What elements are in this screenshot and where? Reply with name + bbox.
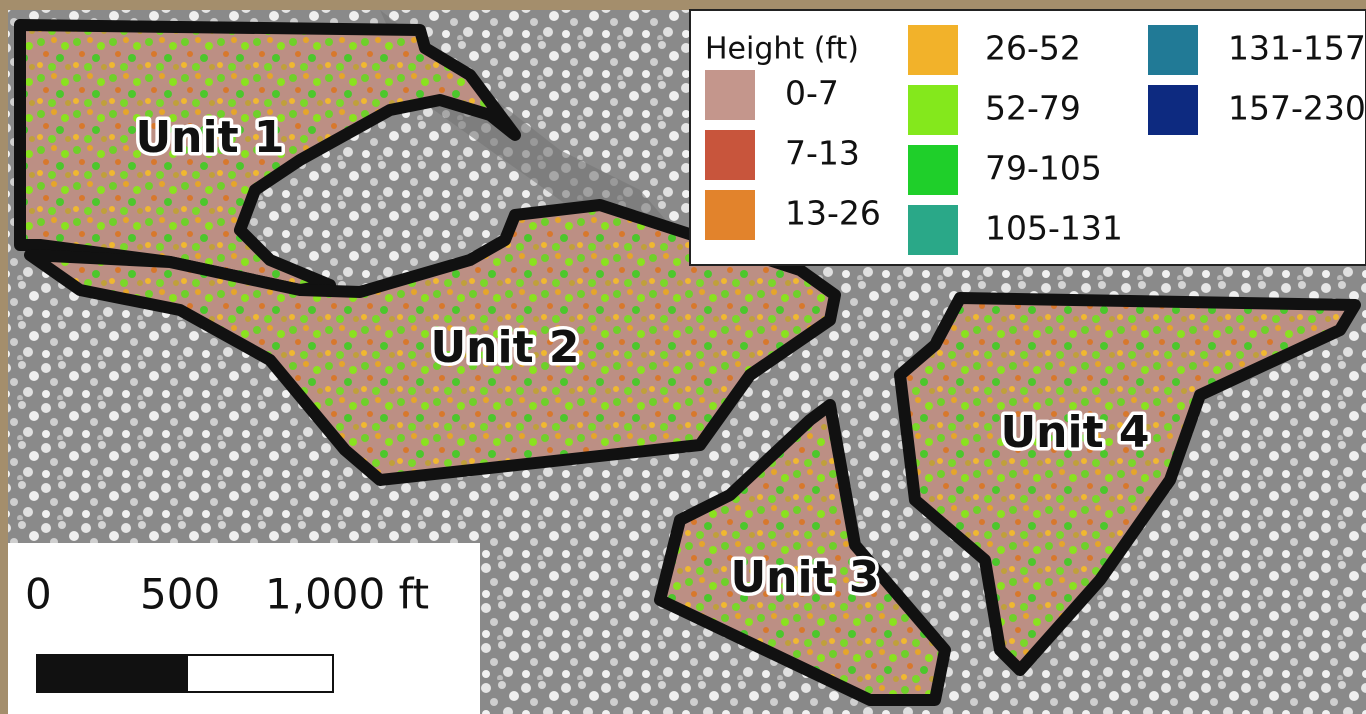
scale-label: 1,000 ft (265, 570, 429, 619)
unit-label: Unit 1 (135, 112, 284, 163)
scale-bar: 0 500 1,000 ft (25, 570, 429, 693)
legend-swatch (908, 145, 958, 195)
legend-label: 105-131 (985, 209, 1123, 248)
unit-polygon (654, 399, 951, 706)
unit-label: Unit 3 (730, 552, 879, 603)
legend-swatch (908, 85, 958, 135)
unit-labels: Unit 1 Unit 2 Unit 3 Unit 4 (132, 109, 1153, 607)
scale-label: 500 (140, 570, 220, 619)
unit-label: Unit 2 (430, 322, 579, 373)
scale-label: 0 (25, 570, 52, 619)
units (14, 19, 1361, 706)
legend-swatch (908, 205, 958, 255)
legend-swatch (1148, 85, 1198, 135)
scale-segment (36, 654, 188, 693)
legend-label: 13-26 (785, 194, 881, 233)
legend-box (689, 9, 1366, 266)
unit-polygon (24, 199, 841, 486)
legend-swatch (705, 70, 755, 120)
legend-label: 0-7 (785, 74, 839, 113)
legend-swatch (1148, 25, 1198, 75)
legend-label: 79-105 (985, 149, 1102, 188)
legend-swatch (705, 190, 755, 240)
legend-title: Height (ft) (705, 32, 859, 67)
unit-polygon (894, 292, 1361, 676)
scale-segment (186, 654, 334, 693)
legend-swatch (705, 130, 755, 180)
legend-label: 7-13 (785, 134, 860, 173)
legend-label: 157-230 (1228, 89, 1366, 128)
legend-label: 131-157 (1228, 29, 1366, 68)
legend-label: 26-52 (985, 29, 1081, 68)
legend-label: 52-79 (985, 89, 1081, 128)
legend-swatch (908, 25, 958, 75)
unit-label: Unit 4 (1000, 407, 1149, 458)
legend: 0-7 7-13 13-26 26-52 52-79 79-105 105-131 131-1… (705, 25, 1366, 255)
